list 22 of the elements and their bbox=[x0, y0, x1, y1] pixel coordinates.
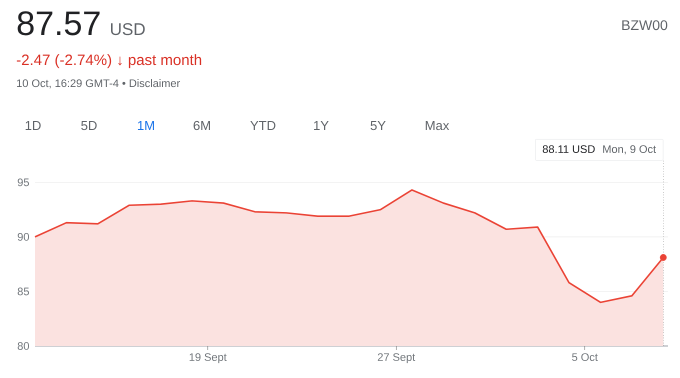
text: 19 Sept bbox=[190, 353, 227, 364]
text: 1M bbox=[138, 121, 154, 130]
chart-subtitle: -2.47 (-2.74%) ↓ past month bbox=[16, 54, 202, 68]
text: 5Y bbox=[370, 121, 386, 130]
chart-title: 87.57 bbox=[18, 11, 100, 36]
text: 88.11 USD bbox=[542, 145, 595, 154]
text: YTD bbox=[250, 121, 276, 130]
text: 1Y bbox=[314, 121, 329, 130]
text: 10 Oct, 16:29 GMT-4 • Disclaimer bbox=[17, 79, 180, 88]
text: 5D bbox=[81, 121, 97, 130]
y-tick-label: 95 bbox=[18, 178, 29, 186]
y-tick-label: 85 bbox=[18, 288, 29, 296]
text: 6M bbox=[194, 120, 210, 130]
text: 27 Sept bbox=[378, 353, 416, 364]
text: USD bbox=[111, 23, 145, 36]
y-tick-label: 80 bbox=[18, 342, 30, 350]
text: Mon, 9 Oct bbox=[603, 145, 656, 154]
text: 1D bbox=[26, 121, 41, 130]
y-tick-label: 90 bbox=[18, 233, 30, 241]
text: Max bbox=[426, 121, 450, 130]
text: 5 Oct bbox=[572, 353, 598, 361]
text: BZW00 bbox=[622, 20, 668, 30]
